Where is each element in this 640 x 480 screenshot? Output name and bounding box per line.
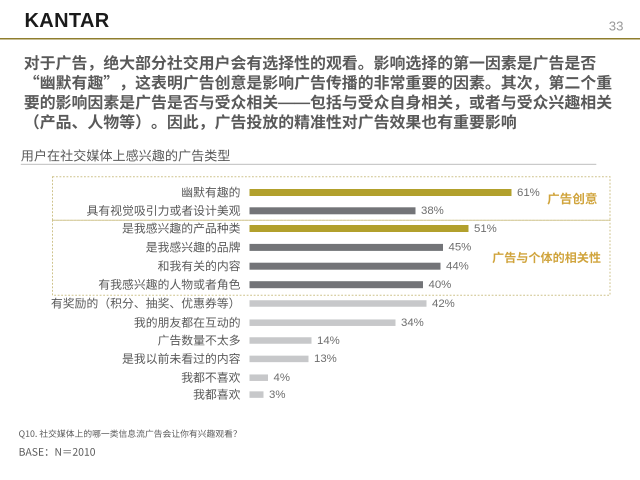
svg-text:44%: 44% [446,261,469,273]
svg-text:51%: 51% [474,223,497,235]
svg-text:42%: 42% [432,298,455,310]
svg-text:13%: 13% [314,353,337,365]
svg-text:38%: 38% [421,205,444,217]
svg-text:14%: 14% [317,335,340,347]
svg-text:40%: 40% [429,279,452,291]
svg-text:4%: 4% [274,372,290,384]
svg-text:61%: 61% [517,187,540,199]
svg-text:34%: 34% [401,317,424,329]
svg-text:KANTAR: KANTAR [25,10,110,32]
svg-text:45%: 45% [449,242,472,254]
svg-text:33: 33 [609,19,624,34]
svg-text:3%: 3% [269,389,285,401]
